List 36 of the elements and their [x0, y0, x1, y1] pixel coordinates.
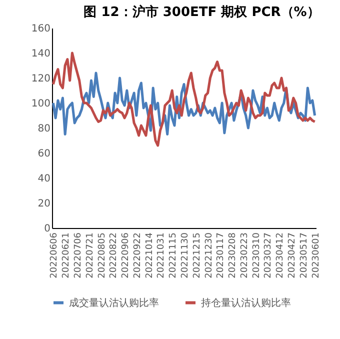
- x-tick-label: 20221115: [168, 232, 179, 278]
- x-tick-label: 20220906: [121, 232, 132, 278]
- x-tick-label: 20221130: [180, 232, 190, 278]
- y-tick-label: 20: [38, 198, 50, 210]
- y-tick-label: 0: [44, 224, 50, 234]
- x-tick-label: 20220721: [85, 232, 96, 278]
- y-tick-label: 40: [38, 174, 50, 184]
- y-tick-label: 100: [31, 98, 50, 110]
- x-tick-label: 20221230: [204, 232, 214, 278]
- y-tick-label: 80: [38, 124, 50, 134]
- x-tick-label: 20230208: [228, 232, 238, 278]
- line-series: [52, 52, 316, 147]
- y-tick-label: 120: [31, 74, 50, 84]
- x-tick-label: 20230601: [311, 232, 322, 278]
- x-tick-label: 20230427: [288, 232, 298, 278]
- x-tick-label: 20230327: [264, 232, 274, 278]
- y-tick-label: 160: [31, 24, 50, 34]
- x-tick-label: 20220822: [109, 232, 120, 278]
- x-tick-label: 20221215: [192, 232, 202, 278]
- x-tick-label: 20221014: [144, 232, 155, 278]
- x-tick-label: 20220706: [73, 232, 84, 278]
- x-tick-label: 20230517: [299, 232, 310, 278]
- x-tick-label: 20220805: [97, 232, 108, 278]
- x-tick-label: 20230310: [252, 232, 262, 278]
- x-tick-label: 20230412: [276, 232, 286, 278]
- x-tick-label: 20230117: [216, 232, 226, 278]
- y-tick-label: 60: [38, 148, 50, 160]
- x-tick-label: 20220621: [62, 232, 72, 278]
- x-tick-label: 20220922: [132, 232, 143, 278]
- y-tick-label: 140: [31, 48, 50, 60]
- x-tick-label: 20230223: [240, 232, 250, 278]
- x-tick-label: 20221031: [156, 232, 167, 278]
- chart-title: 图 12：沪市 300ETF 期权 PCR（%）: [84, 4, 320, 20]
- legend-label: 持仓量认沽认购比率: [201, 296, 291, 309]
- x-tick-label: 20220606: [50, 232, 60, 278]
- legend-label: 成交量认沽认购比率: [69, 296, 159, 309]
